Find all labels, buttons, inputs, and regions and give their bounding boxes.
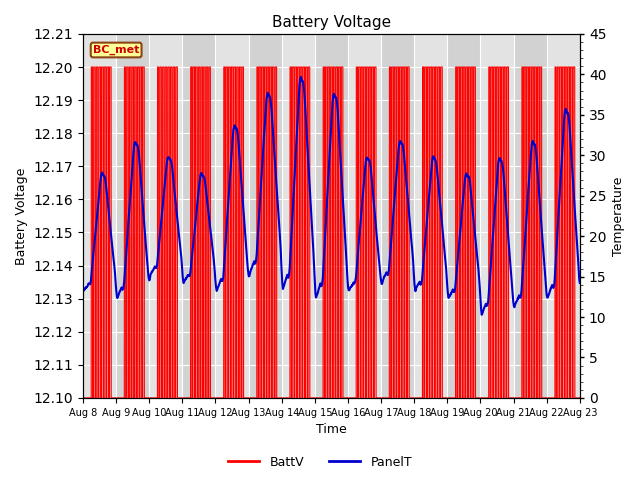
Text: BC_met: BC_met [93, 45, 140, 55]
Bar [414, 34, 447, 398]
Bar [149, 34, 182, 398]
Title: Battery Voltage: Battery Voltage [272, 15, 391, 30]
Y-axis label: Temperature: Temperature [612, 176, 625, 256]
Bar [447, 34, 481, 398]
Bar [216, 34, 248, 398]
Bar [580, 34, 613, 398]
Bar [83, 34, 116, 398]
Bar [348, 34, 381, 398]
Bar [116, 34, 149, 398]
Bar [315, 34, 348, 398]
Bar [182, 34, 216, 398]
Bar [481, 34, 513, 398]
Bar [547, 34, 580, 398]
Legend: BattV, PanelT: BattV, PanelT [223, 451, 417, 474]
Bar [513, 34, 547, 398]
X-axis label: Time: Time [316, 423, 347, 436]
Y-axis label: Battery Voltage: Battery Voltage [15, 167, 28, 264]
Bar [248, 34, 282, 398]
Bar [381, 34, 414, 398]
Bar [282, 34, 315, 398]
